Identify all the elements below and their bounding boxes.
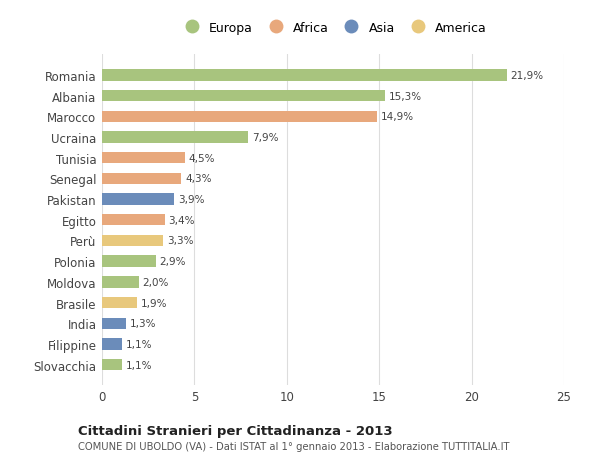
Text: Cittadini Stranieri per Cittadinanza - 2013: Cittadini Stranieri per Cittadinanza - 2… [78,424,392,437]
Bar [102,359,122,370]
Bar [102,132,248,143]
Text: 7,9%: 7,9% [251,133,278,143]
Bar [102,70,507,81]
Text: 4,3%: 4,3% [185,174,212,184]
Text: 21,9%: 21,9% [511,71,544,81]
Bar [102,153,185,164]
Text: 14,9%: 14,9% [381,112,414,122]
Text: 1,1%: 1,1% [126,339,152,349]
Bar [102,91,385,102]
Bar [102,318,126,329]
Bar [102,277,139,288]
Bar [102,112,377,123]
Bar [102,256,155,267]
Bar [102,215,165,226]
Text: 2,0%: 2,0% [143,277,169,287]
Text: 1,1%: 1,1% [126,360,152,370]
Bar [102,297,137,308]
Text: 3,3%: 3,3% [167,236,193,246]
Legend: Europa, Africa, Asia, America: Europa, Africa, Asia, America [179,22,487,34]
Text: 2,9%: 2,9% [159,257,186,267]
Bar [102,194,174,205]
Text: 4,5%: 4,5% [189,153,215,163]
Text: 15,3%: 15,3% [388,91,422,101]
Text: 3,4%: 3,4% [169,215,195,225]
Bar [102,339,122,350]
Bar [102,235,163,246]
Text: 1,9%: 1,9% [141,298,167,308]
Bar [102,174,181,185]
Text: 1,3%: 1,3% [130,319,156,329]
Text: COMUNE DI UBOLDO (VA) - Dati ISTAT al 1° gennaio 2013 - Elaborazione TUTTITALIA.: COMUNE DI UBOLDO (VA) - Dati ISTAT al 1°… [78,441,509,451]
Text: 3,9%: 3,9% [178,195,204,205]
